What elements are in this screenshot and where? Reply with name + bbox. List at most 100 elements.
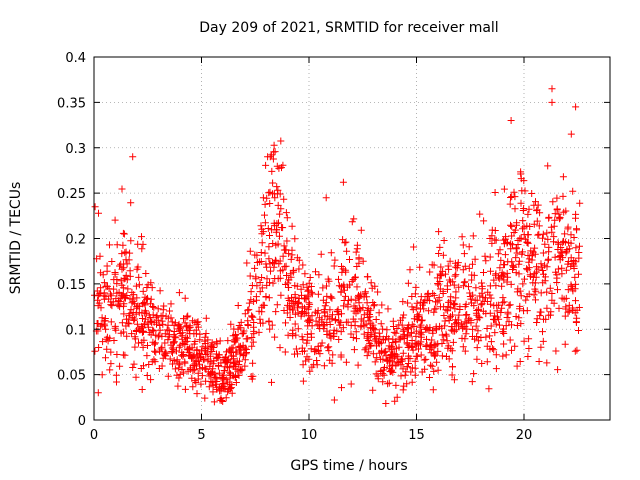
- data-point: [102, 325, 110, 333]
- data-point: [478, 285, 486, 293]
- data-point: [492, 270, 500, 278]
- data-point: [413, 299, 421, 307]
- chart-title: Day 209 of 2021, SRMTID for receiver mal…: [199, 20, 498, 36]
- data-point: [265, 255, 273, 263]
- data-point: [275, 260, 283, 268]
- data-point: [330, 326, 338, 334]
- data-point: [313, 309, 321, 317]
- data-point: [418, 317, 426, 325]
- data-point: [301, 347, 308, 355]
- data-point: [100, 279, 108, 287]
- data-point: [259, 194, 267, 202]
- data-point: [232, 379, 240, 386]
- data-point: [377, 368, 385, 375]
- data-point: [404, 279, 412, 287]
- data-point: [482, 257, 490, 265]
- data-point: [403, 331, 411, 339]
- data-point: [205, 383, 213, 391]
- data-point: [284, 331, 292, 339]
- y-tick-label: 0.35: [57, 96, 86, 111]
- data-point: [426, 297, 434, 305]
- data-point: [528, 256, 536, 264]
- data-point: [201, 364, 209, 372]
- data-point: [408, 303, 416, 311]
- data-point: [400, 335, 408, 342]
- data-point: [130, 360, 138, 368]
- data-point: [357, 291, 365, 299]
- data-point: [413, 352, 421, 360]
- data-point: [144, 294, 151, 302]
- data-point: [532, 296, 539, 304]
- data-point: [251, 264, 259, 272]
- data-point: [273, 162, 281, 170]
- data-point: [255, 328, 263, 336]
- data-point: [567, 239, 575, 247]
- data-point: [491, 329, 499, 337]
- data-point: [369, 386, 377, 394]
- data-point: [408, 293, 416, 300]
- data-point: [455, 322, 462, 330]
- data-point: [106, 334, 114, 342]
- data-point: [308, 290, 316, 298]
- data-point: [511, 205, 519, 213]
- data-point: [405, 352, 412, 360]
- data-point: [175, 374, 183, 382]
- data-point: [426, 345, 434, 353]
- data-point: [291, 291, 299, 299]
- data-point: [488, 226, 496, 234]
- data-point: [174, 382, 182, 390]
- data-point: [569, 187, 577, 195]
- data-point: [461, 318, 469, 326]
- data-point: [138, 245, 146, 253]
- data-point: [150, 303, 158, 311]
- data-point: [329, 311, 336, 319]
- data-point: [292, 331, 300, 339]
- data-point: [369, 299, 377, 306]
- data-point: [482, 333, 490, 341]
- data-point: [320, 306, 328, 314]
- data-point: [102, 282, 110, 290]
- data-point: [133, 294, 141, 302]
- data-point: [411, 290, 419, 298]
- data-point: [513, 322, 521, 329]
- data-point: [364, 332, 372, 340]
- data-point: [478, 360, 486, 367]
- data-point: [413, 313, 421, 321]
- data-point: [100, 320, 108, 328]
- data-point: [499, 328, 507, 336]
- data-point: [544, 235, 552, 243]
- data-point: [258, 274, 266, 281]
- data-point: [373, 342, 380, 350]
- data-point: [564, 223, 572, 231]
- data-point: [267, 267, 274, 275]
- data-point: [308, 363, 316, 371]
- data-point: [481, 252, 489, 260]
- data-point: [297, 312, 305, 320]
- data-point: [487, 338, 495, 346]
- data-point: [511, 193, 519, 201]
- data-point: [127, 237, 135, 245]
- data-point: [452, 271, 460, 279]
- data-point: [439, 251, 447, 259]
- data-point: [487, 267, 494, 275]
- data-point: [487, 322, 495, 330]
- data-point: [468, 276, 476, 284]
- data-point: [544, 162, 552, 170]
- data-point: [262, 161, 270, 169]
- data-point: [430, 367, 438, 375]
- data-point: [547, 311, 554, 319]
- data-point: [175, 364, 183, 372]
- data-point: [548, 85, 556, 93]
- data-point: [444, 285, 451, 293]
- data-point: [234, 302, 242, 309]
- data-point: [113, 289, 121, 297]
- data-point: [202, 365, 210, 373]
- data-point: [461, 303, 469, 311]
- data-point: [473, 316, 481, 324]
- data-point: [259, 319, 267, 327]
- data-point: [295, 298, 302, 306]
- data-point: [569, 306, 577, 314]
- data-point: [91, 347, 99, 355]
- data-point: [381, 364, 388, 371]
- data-point: [282, 209, 290, 217]
